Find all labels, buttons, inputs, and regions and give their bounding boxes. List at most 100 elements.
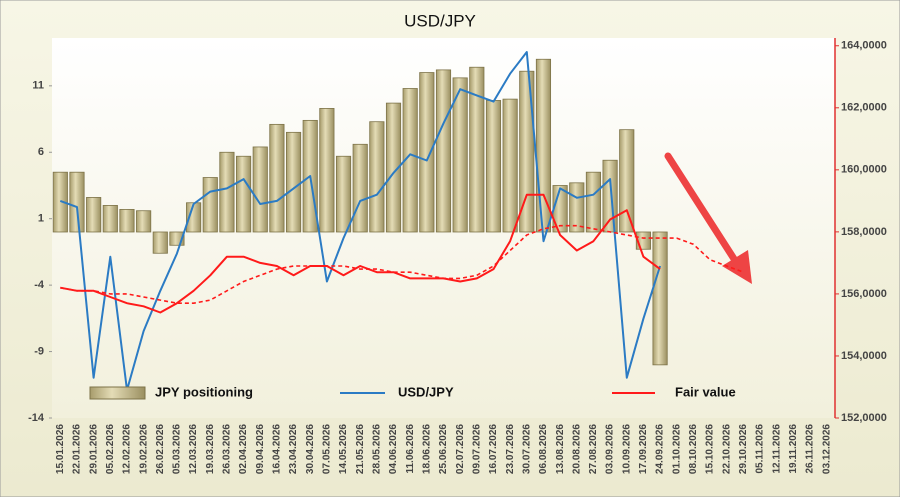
- x-tick-label: 22.01.2026: [72, 424, 83, 474]
- x-tick-label: 27.08.2026: [588, 424, 599, 474]
- bar: [502, 98, 518, 233]
- bar: [419, 72, 435, 233]
- bar: [435, 69, 452, 233]
- x-tick-label: 05.11.2026: [755, 424, 766, 474]
- bar: [485, 100, 502, 233]
- y-tick-label: -4: [34, 279, 45, 291]
- x-tick-label: 12.03.2026: [188, 424, 199, 474]
- x-tick-label: 26.03.2026: [222, 424, 233, 474]
- x-tick-label: 12.02.2026: [122, 424, 133, 474]
- x-tick-label: 19.03.2026: [205, 424, 216, 474]
- bar: [569, 182, 585, 233]
- bar: [136, 210, 152, 233]
- y-tick-label: 1: [38, 213, 44, 225]
- y2-tick-label: 154,0000: [841, 350, 887, 362]
- x-tick-label: 03.09.2026: [605, 424, 616, 474]
- bar: [119, 208, 135, 233]
- x-tick-label: 20.08.2026: [571, 424, 582, 474]
- x-tick-label: 24.09.2026: [655, 424, 666, 474]
- chart-title: USD/JPY: [404, 11, 476, 30]
- x-tick-label: 05.03.2026: [172, 424, 183, 474]
- bar: [219, 151, 235, 233]
- bar: [452, 77, 468, 233]
- bar: [619, 129, 635, 233]
- x-tick-label: 12.11.2026: [771, 424, 782, 474]
- x-tick-label: 02.04.2026: [238, 424, 249, 474]
- x-tick-label: 09.04.2026: [255, 424, 266, 474]
- x-tick-label: 14.05.2026: [338, 424, 349, 474]
- bar: [369, 121, 385, 233]
- bar: [202, 177, 218, 233]
- bar: [269, 123, 285, 233]
- y2-tick-label: 152,0000: [841, 412, 887, 424]
- bar: [335, 155, 352, 233]
- legend-swatch: [89, 386, 146, 400]
- bar: [585, 171, 601, 233]
- x-tick-label: 15.10.2026: [705, 424, 716, 474]
- x-tick-label: 18.06.2026: [421, 424, 432, 474]
- bar: [385, 102, 402, 233]
- annotation-arrow: [664, 152, 752, 284]
- x-tick-label: 30.07.2026: [521, 424, 532, 474]
- bar: [52, 171, 68, 233]
- x-tick-label: 08.10.2026: [688, 424, 699, 474]
- bar: [286, 131, 302, 233]
- bar: [652, 231, 668, 366]
- x-tick-label: 25.06.2026: [438, 424, 449, 474]
- x-tick-label: 06.08.2026: [538, 424, 549, 474]
- legend-label: Fair value: [675, 384, 736, 399]
- y-tick-label: 11: [32, 80, 44, 92]
- x-tick-label: 26.11.2026: [805, 424, 816, 474]
- x-tick-label: 28.05.2026: [372, 424, 383, 474]
- legend-label: USD/JPY: [398, 384, 454, 399]
- bar: [402, 88, 418, 233]
- x-tick-label: 16.07.2026: [488, 424, 499, 474]
- y2-tick-label: 156,0000: [841, 288, 887, 300]
- x-tick-label: 11.06.2026: [405, 424, 416, 474]
- dashed-line: [60, 224, 744, 304]
- bar: [602, 159, 618, 233]
- bar: [152, 231, 168, 254]
- y2-tick-label: 158,0000: [841, 226, 887, 238]
- bar: [69, 171, 85, 233]
- x-tick-label: 02.07.2026: [455, 424, 466, 474]
- line: [60, 193, 661, 314]
- x-tick-label: 13.08.2026: [555, 424, 566, 474]
- x-tick-label: 29.10.2026: [738, 424, 749, 474]
- x-tick-label: 19.02.2026: [138, 424, 149, 474]
- bar: [469, 66, 485, 233]
- legend-label: JPY positioning: [155, 384, 253, 399]
- x-tick-label: 10.09.2026: [621, 424, 632, 474]
- x-tick-label: 17.09.2026: [638, 424, 649, 474]
- bar: [86, 197, 102, 233]
- y-tick-label: 6: [38, 146, 44, 158]
- bar: [352, 143, 368, 233]
- x-tick-label: 07.05.2026: [322, 424, 333, 474]
- x-tick-label: 22.10.2026: [721, 424, 732, 474]
- x-tick-label: 01.10.2026: [671, 424, 682, 474]
- y2-tick-label: 164,0000: [841, 40, 887, 52]
- x-tick-label: 19.11.2026: [788, 424, 799, 474]
- x-tick-label: 23.07.2026: [505, 424, 516, 474]
- x-tick-label: 16.04.2026: [272, 424, 283, 474]
- y2-tick-label: 162,0000: [841, 102, 887, 114]
- bar: [319, 108, 335, 233]
- x-tick-label: 03.12.2026: [821, 424, 832, 474]
- x-tick-label: 23.04.2026: [288, 424, 299, 474]
- bar: [519, 70, 535, 233]
- y-tick-label: -9: [34, 345, 44, 357]
- x-tick-label: 09.07.2026: [471, 424, 482, 474]
- x-tick-label: 21.05.2026: [355, 424, 366, 474]
- x-tick-label: 15.01.2026: [55, 424, 66, 474]
- x-tick-label: 26.02.2026: [155, 424, 166, 474]
- bar: [236, 155, 252, 233]
- line: [59, 51, 662, 392]
- x-tick-label: 30.04.2026: [305, 424, 316, 474]
- bar: [102, 205, 118, 233]
- bar: [252, 146, 268, 233]
- x-tick-label: 04.06.2026: [388, 424, 399, 474]
- y-tick-label: -14: [28, 412, 45, 424]
- y2-tick-label: 160,0000: [841, 164, 887, 176]
